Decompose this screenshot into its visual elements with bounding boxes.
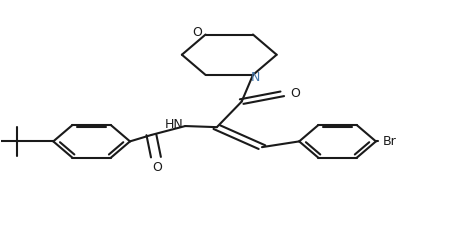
Text: Br: Br [383,135,396,148]
Text: HN: HN [164,118,183,131]
Text: O: O [152,161,162,174]
Text: N: N [251,71,260,84]
Text: O: O [291,87,300,100]
Text: O: O [192,26,202,39]
